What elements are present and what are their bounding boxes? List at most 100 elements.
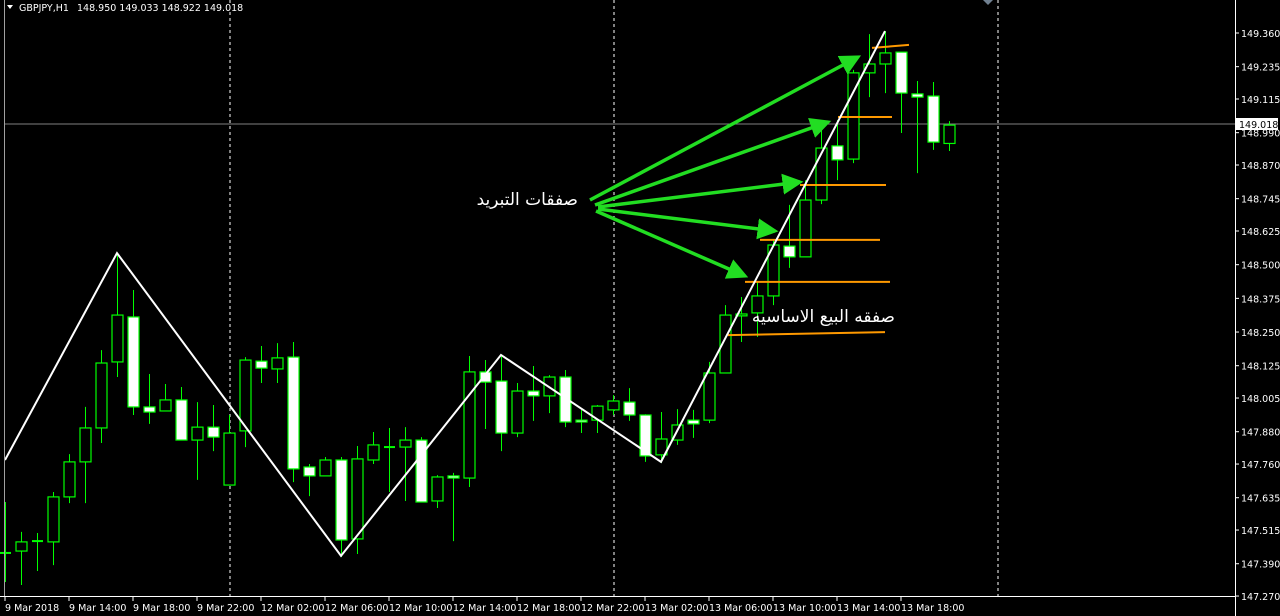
time-tick-label: 12 Mar 02:00 — [261, 603, 324, 614]
candle — [767, 239, 780, 306]
candle-body — [559, 376, 572, 423]
candle — [223, 415, 236, 486]
candle-body — [815, 147, 828, 201]
time-tick-label: 13 Mar 14:00 — [837, 603, 900, 614]
candle-body — [399, 439, 412, 448]
time-tick-label: 13 Mar 18:00 — [901, 603, 964, 614]
price-tick-label: 148.125 — [1241, 362, 1280, 373]
candle-body — [719, 314, 732, 374]
candle-body — [911, 93, 924, 98]
candle — [127, 290, 140, 416]
candle-body — [143, 406, 156, 413]
candle — [32, 533, 43, 571]
price-tick-label: 147.635 — [1241, 494, 1280, 505]
chart-shift-marker-icon[interactable] — [983, 0, 993, 5]
annotation-arrow — [597, 207, 779, 240]
candle — [159, 384, 172, 412]
candle-body — [303, 466, 316, 477]
main-sell-trade-label: صفقه البيع الاساسيه — [752, 307, 895, 327]
candle — [671, 409, 684, 445]
candle-body — [95, 362, 108, 429]
candle — [431, 475, 444, 508]
candle — [623, 388, 636, 421]
candle-body — [271, 357, 284, 370]
candle-body — [751, 295, 764, 314]
candle-body — [287, 356, 300, 470]
price-tick-label: 148.745 — [1241, 195, 1280, 206]
candle-body — [671, 424, 684, 441]
time-tick-label: 12 Mar 10:00 — [389, 603, 452, 614]
candle — [191, 402, 204, 480]
price-axis: 149.360 149.235 149.115 148.990 148.870 148.7… — [1235, 29, 1280, 603]
price-tick-label: 149.235 — [1241, 63, 1280, 74]
candle-body — [47, 496, 60, 543]
annotation-arrows — [589, 55, 862, 279]
candle-body — [527, 390, 540, 397]
candle — [0, 502, 11, 583]
candle-body — [879, 52, 892, 65]
candle — [47, 492, 60, 566]
candle-body — [111, 314, 124, 363]
price-tick-label: 148.625 — [1241, 227, 1280, 238]
candle — [511, 382, 524, 438]
price-tick-label: 147.390 — [1241, 560, 1280, 571]
zigzag-line — [4, 30, 886, 558]
candle — [207, 405, 220, 452]
candle — [143, 374, 156, 424]
price-tick-label: 148.500 — [1241, 261, 1280, 272]
candle — [319, 457, 332, 477]
price-tick-label: 147.270 — [1241, 592, 1280, 603]
candle-body — [687, 419, 700, 425]
annotation-arrow — [597, 173, 804, 209]
candle-body — [463, 371, 476, 479]
price-tick-label: 149.115 — [1241, 95, 1280, 106]
candle-body — [639, 414, 652, 457]
price-tick-label: 147.880 — [1241, 428, 1280, 439]
candle-body — [255, 360, 268, 369]
candle-body — [175, 399, 188, 441]
candle — [335, 457, 348, 557]
candle-body — [351, 458, 364, 540]
candle-body — [79, 427, 92, 463]
order-level-line — [871, 43, 910, 49]
candle — [384, 427, 395, 493]
candle-body — [943, 124, 956, 145]
candle — [815, 127, 828, 205]
symbol-menu-triangle-icon[interactable] — [7, 5, 13, 9]
candle — [175, 386, 188, 441]
candle — [95, 350, 108, 444]
candle — [575, 409, 588, 434]
time-tick-label: 12 Mar 22:00 — [581, 603, 644, 614]
candle-body — [415, 439, 428, 503]
annotation-arrow — [589, 55, 862, 202]
candle-body — [831, 145, 844, 161]
price-tick-label: 148.990 — [1241, 129, 1280, 140]
candle-body — [63, 461, 76, 498]
candle — [655, 412, 668, 463]
price-tick-label: 148.375 — [1241, 294, 1280, 305]
candle-body — [623, 401, 636, 416]
candle-body — [495, 380, 508, 434]
time-tick-label: 9 Mar 2018 — [5, 603, 59, 614]
hedge-trades-label: صفقات التبريد — [477, 190, 578, 210]
candle-body — [367, 444, 380, 461]
candle — [863, 34, 876, 98]
current-price-label: 149.018 — [1239, 120, 1278, 131]
price-tick-label: 148.870 — [1241, 161, 1280, 172]
candle-body — [735, 313, 748, 317]
candle — [927, 82, 940, 150]
current-price-box — [1236, 118, 1278, 130]
candle-body — [447, 475, 460, 479]
candle-body — [863, 63, 876, 74]
candle — [367, 431, 380, 465]
ohlc-readout: 148.950 149.033 148.922 149.018 — [77, 3, 243, 14]
candle — [63, 454, 76, 504]
candle-body — [479, 371, 492, 383]
order-level-line — [727, 331, 886, 337]
candle — [15, 531, 28, 586]
candle-body — [127, 316, 140, 408]
candle-body — [319, 459, 332, 477]
candle-body — [575, 419, 588, 423]
time-axis: 9 Mar 2018 9 Mar 14:00 9 Mar 18:00 9 Mar 22… — [4, 596, 964, 614]
